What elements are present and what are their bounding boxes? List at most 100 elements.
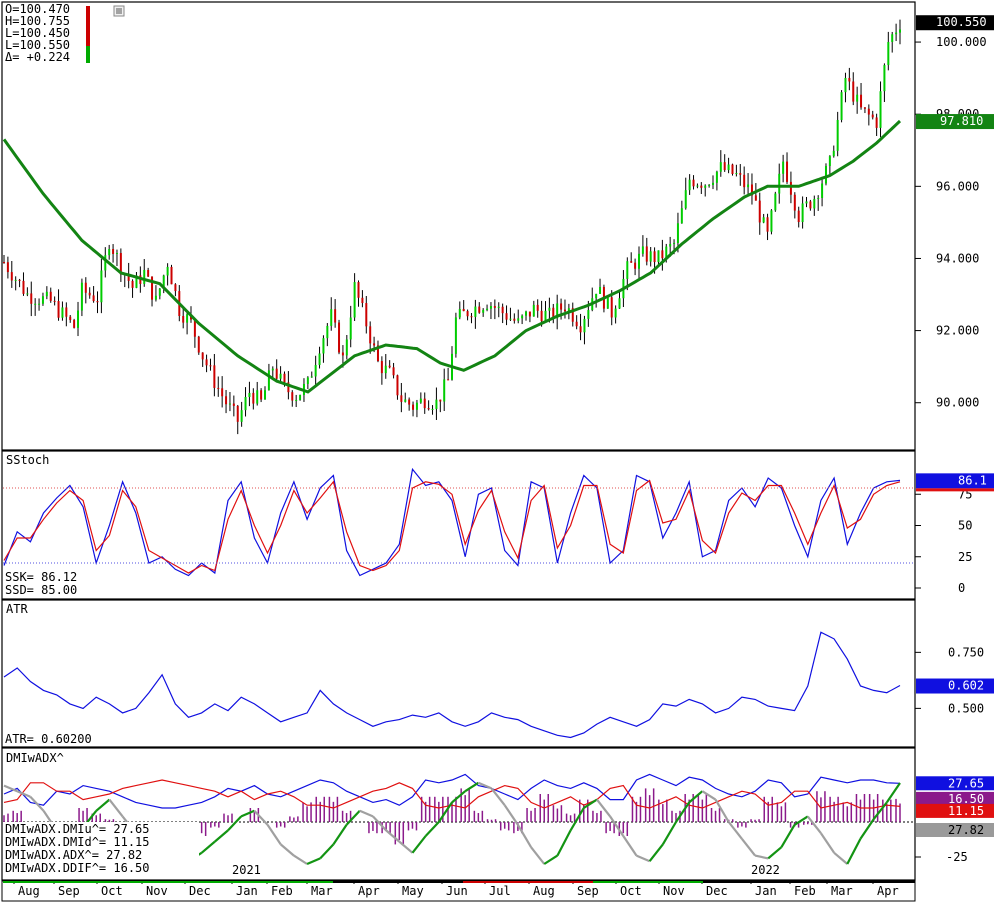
price-bar — [14, 276, 17, 291]
stoch-last-label-bg — [916, 473, 994, 489]
adx-line-segment — [556, 829, 572, 857]
price-bar — [478, 302, 481, 314]
price-bar — [875, 113, 878, 136]
price-bar — [275, 359, 278, 383]
time-month-label: Aug — [533, 884, 555, 898]
price-bar — [657, 250, 660, 267]
price-bar — [637, 246, 640, 279]
dmi-title: DMIwADX^ — [6, 751, 64, 765]
price-bar — [225, 389, 228, 414]
adx-line-segment — [108, 798, 124, 818]
price-bar-body — [244, 396, 247, 411]
price-bar-body — [712, 182, 715, 185]
price-bar-body — [844, 77, 847, 93]
price-bar-body — [447, 379, 450, 381]
price-bar — [174, 283, 177, 297]
price-bar-body — [291, 392, 294, 401]
adx-line-segment — [688, 790, 704, 804]
price-bar — [840, 90, 843, 123]
price-bar-body — [326, 325, 329, 339]
price-bar — [221, 376, 224, 408]
price-bar — [883, 63, 886, 103]
price-bar — [684, 177, 687, 210]
price-bar — [154, 285, 157, 302]
adx-line-segment — [240, 809, 255, 818]
price-bar — [778, 163, 781, 204]
price-bar-body — [38, 303, 41, 305]
price-bar-body — [614, 308, 617, 318]
price-bar-body — [10, 272, 13, 281]
price-bar — [435, 387, 438, 420]
price-bar-body — [610, 297, 613, 318]
price-bar — [306, 376, 309, 390]
price-bar — [182, 306, 185, 329]
price-bar — [376, 340, 379, 363]
price-bar — [696, 183, 699, 189]
panel-menu-icon[interactable] — [113, 5, 125, 17]
price-bar-body — [338, 322, 341, 353]
price-bar — [614, 305, 617, 324]
stoch-ssd-readout: SSD= 85.00 — [5, 583, 77, 597]
atr-last-label-bg — [916, 678, 994, 694]
price-bar-body — [322, 338, 325, 354]
stoch-last-label: 86.1 — [958, 473, 987, 487]
price-bar-body — [587, 310, 590, 319]
price-bar — [388, 360, 391, 369]
price-bar-body — [275, 368, 278, 379]
price-bar-body — [696, 185, 699, 187]
price-bar-body — [618, 298, 621, 309]
price-bar — [310, 371, 313, 378]
price-bar-body — [556, 303, 559, 319]
stoch-tick-label: 0 — [958, 581, 965, 595]
price-bar-body — [267, 370, 270, 391]
adx-line-segment — [793, 815, 809, 826]
time-month-label: Sep — [577, 884, 599, 898]
adx-line-segment — [754, 854, 769, 860]
time-month-label: Oct — [620, 884, 642, 898]
price-bar-body — [334, 309, 337, 323]
price-bar-body — [396, 375, 399, 396]
atr-tick-label: 0.500 — [948, 701, 984, 715]
time-month-label: Nov — [146, 884, 168, 898]
price-bar — [143, 259, 146, 287]
price-bar — [162, 274, 165, 294]
price-bar-body — [637, 253, 640, 269]
price-bar-body — [131, 280, 134, 288]
price-bar-body — [563, 309, 566, 312]
price-bar-body — [65, 307, 68, 317]
price-bar — [735, 164, 738, 177]
price-bar — [786, 152, 789, 184]
price-bar — [84, 277, 87, 304]
price-bar-body — [497, 306, 500, 308]
price-bar-body — [151, 276, 154, 300]
price-bar — [454, 312, 457, 358]
price-bar-body — [754, 195, 757, 201]
price-bar-body — [221, 388, 224, 397]
price-bar — [443, 368, 446, 411]
adx-line-segment — [767, 846, 783, 860]
price-bar — [626, 257, 629, 291]
price-bar — [338, 319, 341, 355]
price-bar-body — [657, 250, 660, 263]
price-bar — [201, 352, 204, 367]
price-bar-body — [634, 262, 637, 269]
price-bar-body — [641, 246, 644, 254]
price-bar-body — [96, 301, 99, 303]
price-bar-body — [532, 304, 535, 317]
stoch-ssk-readout: SSK= 86.12 — [5, 570, 77, 584]
price-bar-body — [228, 403, 231, 405]
price-bar-body — [505, 313, 508, 320]
price-bar-body — [793, 194, 796, 211]
price-bar-body — [789, 181, 792, 195]
price-bar-body — [649, 251, 652, 262]
price-bar — [486, 304, 489, 312]
price-bar — [848, 67, 851, 91]
price-bar-body — [119, 252, 122, 275]
adx-line-segment — [266, 824, 282, 846]
price-bar — [451, 346, 453, 381]
price-bar — [205, 354, 208, 373]
adx-line-segment — [306, 857, 321, 866]
price-bar-body — [708, 184, 711, 186]
price-bar-body — [692, 179, 695, 187]
